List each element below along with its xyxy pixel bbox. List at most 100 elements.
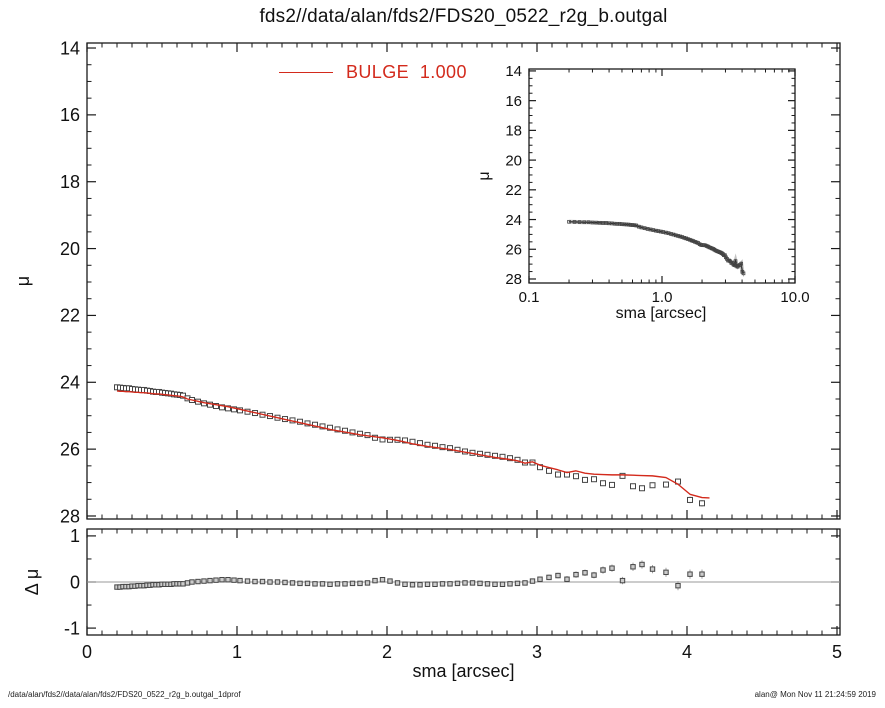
- inset-ytick-label: 14: [505, 63, 522, 80]
- data-point: [546, 467, 552, 474]
- residual-point: [619, 577, 626, 584]
- footer-file-path: /data/alan/fds2//data/alan/fds2/FDS20_05…: [8, 690, 241, 699]
- data-point: [342, 427, 348, 434]
- data-point: [649, 482, 656, 489]
- residual-point: [424, 581, 431, 588]
- data-point: [619, 472, 626, 479]
- residual-point: [225, 576, 231, 583]
- res-ytick-label: 1: [70, 526, 80, 546]
- residual-point: [304, 580, 311, 587]
- main-ytick-label: 28: [60, 506, 80, 526]
- data-point: [555, 471, 561, 478]
- residual-point: [492, 581, 498, 588]
- data-point: [699, 500, 705, 507]
- residual-point: [447, 581, 453, 587]
- residual-point: [649, 566, 656, 572]
- data-point: [213, 403, 219, 410]
- residual-point: [259, 578, 266, 585]
- bulge-model-line: [116, 390, 710, 499]
- data-point: [600, 480, 606, 487]
- inset-ytick-label: 24: [505, 212, 522, 229]
- footer-user-timestamp: alan@ Mon Nov 11 21:24:59 2019: [754, 690, 876, 699]
- residual-point: [537, 576, 543, 582]
- main-ytick-label: 26: [60, 439, 80, 459]
- residual-point: [409, 582, 416, 588]
- residual-point: [699, 571, 705, 577]
- res-xtick-label: 2: [382, 642, 392, 662]
- main-ytick-label: 18: [60, 172, 80, 192]
- residual-point: [507, 581, 513, 587]
- residual-point: [231, 577, 237, 583]
- data-point: [591, 476, 597, 483]
- inset-xlabel: sma [arcsec]: [616, 305, 707, 322]
- res-ytick-label: -1: [64, 618, 80, 638]
- residual-point: [319, 581, 326, 587]
- residual-point: [207, 577, 213, 584]
- residual-point: [327, 581, 333, 588]
- residual-point: [252, 578, 258, 585]
- residual-point: [357, 580, 363, 587]
- residual-point: [189, 579, 195, 585]
- res-ytick-label: 0: [70, 572, 80, 592]
- data-point: [687, 496, 693, 503]
- inset-ytick-label: 26: [505, 242, 522, 259]
- inset-xtick-label: 10.0: [780, 289, 809, 306]
- res-xtick-label: 4: [682, 642, 692, 662]
- residual-point: [387, 578, 393, 584]
- data-point: [319, 423, 326, 430]
- residual-point: [609, 565, 615, 571]
- residual-point: [439, 581, 446, 587]
- inset-ytick-label: 18: [505, 123, 522, 140]
- data-point: [663, 481, 669, 488]
- residual-point: [394, 580, 401, 586]
- residual-point: [564, 576, 570, 582]
- data-point: [334, 426, 341, 433]
- residual-point: [432, 581, 438, 588]
- residual-point: [349, 580, 356, 587]
- legend-model-line-sample: [279, 71, 333, 73]
- residual-point: [237, 577, 243, 584]
- main-panel: 14 16 18 20 22 24 26 28: [60, 38, 841, 526]
- main-ytick-label: 16: [60, 105, 80, 125]
- residual-xlabel: sma [arcsec]: [412, 661, 514, 681]
- data-point: [432, 442, 438, 449]
- main-axis-labels: μ: [13, 276, 33, 286]
- residual-point: [462, 580, 468, 586]
- residual-point: [364, 580, 371, 586]
- inset-panel: 14 16 18 20 22 24 26 280.1 1.0 10.0 sma [arcsec] μ: [476, 63, 810, 322]
- inset-ytick-label: 20: [505, 152, 522, 169]
- main-ytick-label: 24: [60, 373, 80, 393]
- data-point: [582, 476, 588, 483]
- data-point: [492, 452, 498, 459]
- residual-point: [555, 572, 561, 579]
- residual-point: [639, 561, 645, 568]
- res-xtick-label: 3: [532, 642, 542, 662]
- plot-title: fds2//data/alan/fds2/FDS20_0522_r2g_b.ou…: [259, 6, 668, 27]
- residual-point: [334, 581, 341, 587]
- main-ylabel: μ: [13, 276, 33, 286]
- residual-point: [297, 580, 303, 587]
- residual-point: [379, 576, 386, 583]
- residual-point: [244, 578, 251, 584]
- residual-point: [372, 577, 378, 584]
- main-ytick-label: 22: [60, 306, 80, 326]
- residual-point: [184, 580, 191, 586]
- residual-point: [663, 569, 669, 576]
- data-point: [499, 453, 506, 460]
- residual-point: [675, 582, 681, 589]
- residual-point: [312, 581, 318, 587]
- residual-ylabel: Δ μ: [22, 569, 42, 595]
- residual-point: [180, 581, 186, 587]
- inset-xtick-label: 1.0: [652, 289, 673, 306]
- data-point: [231, 406, 237, 413]
- residual-point: [499, 581, 506, 588]
- res-xtick-label: 0: [82, 642, 92, 662]
- residual-point: [402, 581, 408, 588]
- residual-point: [514, 580, 521, 587]
- residual-point: [529, 578, 536, 584]
- inset-ytick-label: 28: [505, 271, 522, 288]
- data-point: [402, 437, 408, 444]
- residual-point: [201, 578, 207, 584]
- residual-point: [195, 578, 201, 585]
